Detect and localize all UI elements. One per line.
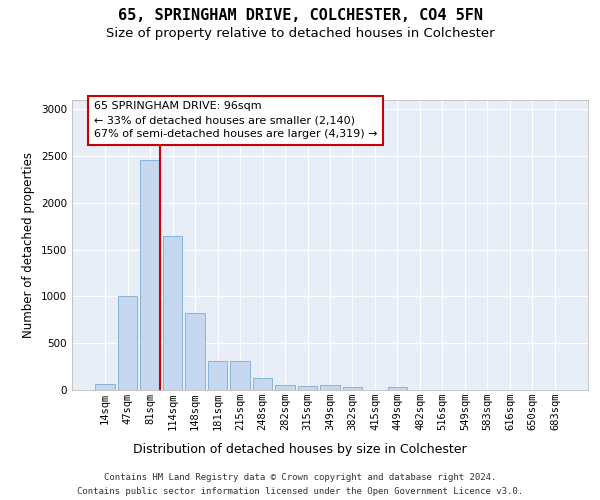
Bar (185, 314, 205, 390)
Y-axis label: Number of detached properties: Number of detached properties (22, 152, 35, 338)
Text: Distribution of detached houses by size in Colchester: Distribution of detached houses by size … (133, 442, 467, 456)
Bar (388, 387, 407, 390)
Text: 65, SPRINGHAM DRIVE, COLCHESTER, CO4 5FN: 65, SPRINGHAM DRIVE, COLCHESTER, CO4 5FN (118, 8, 482, 22)
Bar (275, 386, 295, 390)
Bar (95, 384, 115, 390)
Bar (140, 160, 160, 390)
Text: Contains public sector information licensed under the Open Government Licence v3: Contains public sector information licen… (77, 488, 523, 496)
Bar (298, 386, 317, 390)
Bar (320, 386, 340, 390)
Bar (253, 378, 272, 390)
Bar (208, 362, 227, 390)
Text: 65 SPRINGHAM DRIVE: 96sqm
← 33% of detached houses are smaller (2,140)
67% of se: 65 SPRINGHAM DRIVE: 96sqm ← 33% of detac… (94, 102, 377, 140)
Bar (118, 296, 137, 390)
Text: Size of property relative to detached houses in Colchester: Size of property relative to detached ho… (106, 28, 494, 40)
Bar (230, 361, 250, 390)
Bar (163, 236, 182, 390)
Text: Contains HM Land Registry data © Crown copyright and database right 2024.: Contains HM Land Registry data © Crown c… (104, 472, 496, 482)
Bar (343, 387, 362, 390)
